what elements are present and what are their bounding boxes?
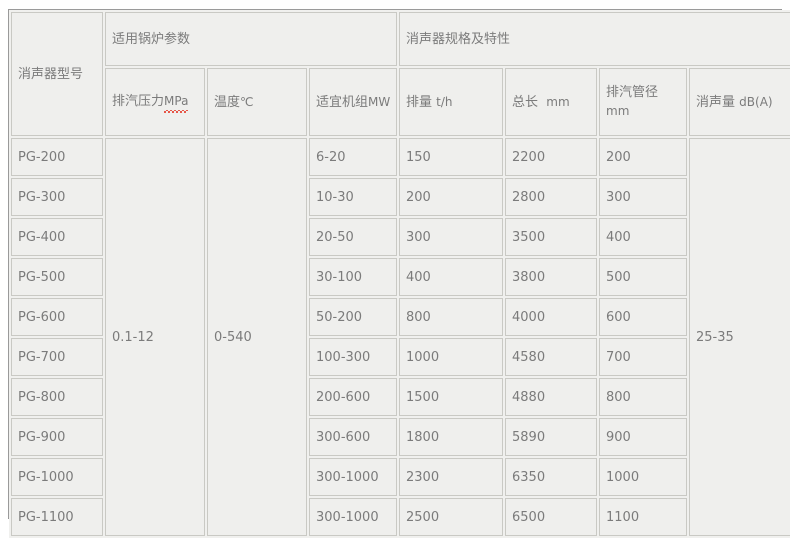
cell-unit-capacity: 10-30 xyxy=(309,178,398,216)
header-unit-pressure: MPa xyxy=(164,92,189,113)
header-unit-unit-capacity: MW xyxy=(368,94,391,109)
cell-model: PG-600 xyxy=(11,298,103,336)
header-label-model: 消声器型号 xyxy=(18,66,84,82)
cell-model: PG-900 xyxy=(11,418,103,456)
header-unit-length: mm xyxy=(546,94,570,109)
spec-table-container: 消声器型号 适用锅炉参数 消声器规格及特性 排汽压力MPa 温度℃ xyxy=(8,9,790,538)
header-label-pressure: 排汽压力 xyxy=(112,94,165,109)
cell-flow: 2300 xyxy=(399,458,504,496)
cell-pipe-diameter: 1100 xyxy=(599,498,688,536)
table-row: PG-700 100-300 1000 4580 700 xyxy=(11,338,790,376)
cell-unit-capacity: 6-20 xyxy=(309,138,398,176)
cell-unit-capacity: 300-1000 xyxy=(309,498,398,536)
cell-model: PG-800 xyxy=(11,378,103,416)
cell-model: PG-200 xyxy=(11,138,103,176)
header-cell-length: 总长 mm xyxy=(505,68,598,136)
cell-pipe-diameter: 1000 xyxy=(599,458,688,496)
cell-flow: 150 xyxy=(399,138,504,176)
cell-length: 4580 xyxy=(505,338,598,376)
cell-model: PG-500 xyxy=(11,258,103,296)
header-label-silencer-group: 消声器规格及特性 xyxy=(406,31,511,47)
cell-flow: 1500 xyxy=(399,378,504,416)
header-unit-pipe-diameter: mm xyxy=(606,104,630,118)
cell-pipe-diameter: 400 xyxy=(599,218,688,256)
header-unit-temperature: ℃ xyxy=(240,94,254,109)
cell-length: 3800 xyxy=(505,258,598,296)
cell-unit-capacity: 20-50 xyxy=(309,218,398,256)
header-cell-boiler-group: 适用锅炉参数 xyxy=(105,12,398,66)
table-row: PG-500 30-100 400 3800 500 xyxy=(11,258,790,296)
cell-length: 2800 xyxy=(505,178,598,216)
header-unit-noise-reduction: dB(A) xyxy=(739,94,773,109)
table-column-header-row: 排汽压力MPa 温度℃ 适宜机组MW 排量 t/h 总长 mm xyxy=(11,68,790,136)
cell-flow: 200 xyxy=(399,178,504,216)
cell-pipe-diameter: 700 xyxy=(599,338,688,376)
cell-unit-capacity: 300-600 xyxy=(309,418,398,456)
cell-unit-capacity: 200-600 xyxy=(309,378,398,416)
cell-pipe-diameter: 200 xyxy=(599,138,688,176)
cell-pressure-merged: 0.1-12 xyxy=(105,138,205,536)
cell-length: 3500 xyxy=(505,218,598,256)
table-row: PG-800 200-600 1500 4880 800 xyxy=(11,378,790,416)
cell-model: PG-1000 xyxy=(11,458,103,496)
header-label-boiler-group: 适用锅炉参数 xyxy=(112,31,191,47)
cell-pipe-diameter: 800 xyxy=(599,378,688,416)
cell-length: 4000 xyxy=(505,298,598,336)
table-row: PG-200 0.1-12 0-540 6-20 150 2200 200 25… xyxy=(11,138,790,536)
table-row: PG-300 10-30 200 2800 300 xyxy=(11,178,790,216)
header-cell-pressure: 排汽压力MPa xyxy=(105,68,205,136)
table-group-header-row: 消声器型号 适用锅炉参数 消声器规格及特性 xyxy=(11,12,790,136)
silencer-spec-table: 消声器型号 适用锅炉参数 消声器规格及特性 排汽压力MPa 温度℃ xyxy=(9,10,790,538)
header-label-pipe-diameter: 排汽管径 xyxy=(606,85,659,100)
cell-flow: 300 xyxy=(399,218,504,256)
header-unit-flow: t/h xyxy=(436,94,453,109)
table-row: PG-1000 300-1000 2300 6350 1000 xyxy=(11,458,790,496)
header-cell-silencer-group: 消声器规格及特性 xyxy=(399,12,790,66)
table-row: PG-1100 300-1000 2500 6500 1100 xyxy=(11,498,790,536)
cell-pipe-diameter: 500 xyxy=(599,258,688,296)
cell-pipe-diameter: 300 xyxy=(599,178,688,216)
header-label-noise-reduction: 消声量 xyxy=(696,94,736,110)
cell-flow: 1000 xyxy=(399,338,504,376)
header-cell-model: 消声器型号 xyxy=(11,12,103,136)
header-cell-unit-capacity: 适宜机组MW xyxy=(309,68,398,136)
table-row: PG-900 300-600 1800 5890 900 xyxy=(11,418,790,456)
cell-model: PG-700 xyxy=(11,338,103,376)
header-label-temperature: 温度 xyxy=(214,94,241,110)
cell-unit-capacity: 300-1000 xyxy=(309,458,398,496)
cell-unit-capacity: 50-200 xyxy=(309,298,398,336)
cell-length: 4880 xyxy=(505,378,598,416)
cell-length: 6350 xyxy=(505,458,598,496)
header-cell-noise-reduction: 消声量 dB(A) xyxy=(689,68,790,136)
cell-model: PG-300 xyxy=(11,178,103,216)
table-row: PG-400 20-50 300 3500 400 xyxy=(11,218,790,256)
cell-unit-capacity: 30-100 xyxy=(309,258,398,296)
header-cell-temperature: 温度℃ xyxy=(207,68,307,136)
cell-length: 2200 xyxy=(505,138,598,176)
cell-flow: 800 xyxy=(399,298,504,336)
cell-length: 5890 xyxy=(505,418,598,456)
header-cell-pipe-diameter: 排汽管径 mm xyxy=(599,68,688,136)
cell-pipe-diameter: 600 xyxy=(599,298,688,336)
cell-flow: 2500 xyxy=(399,498,504,536)
header-label-unit-capacity: 适宜机组 xyxy=(316,94,369,110)
header-cell-flow: 排量 t/h xyxy=(399,68,504,136)
table-row: PG-600 50-200 800 4000 600 xyxy=(11,298,790,336)
cell-temperature-merged: 0-540 xyxy=(207,138,307,536)
cell-model: PG-1100 xyxy=(11,498,103,536)
header-label-flow: 排量 xyxy=(406,94,433,110)
cell-pipe-diameter: 900 xyxy=(599,418,688,456)
cell-flow: 400 xyxy=(399,258,504,296)
header-label-length: 总长 xyxy=(512,94,539,110)
cell-noise-merged: 25-35 xyxy=(689,138,790,536)
cell-model: PG-400 xyxy=(11,218,103,256)
cell-flow: 1800 xyxy=(399,418,504,456)
cell-unit-capacity: 100-300 xyxy=(309,338,398,376)
cell-length: 6500 xyxy=(505,498,598,536)
